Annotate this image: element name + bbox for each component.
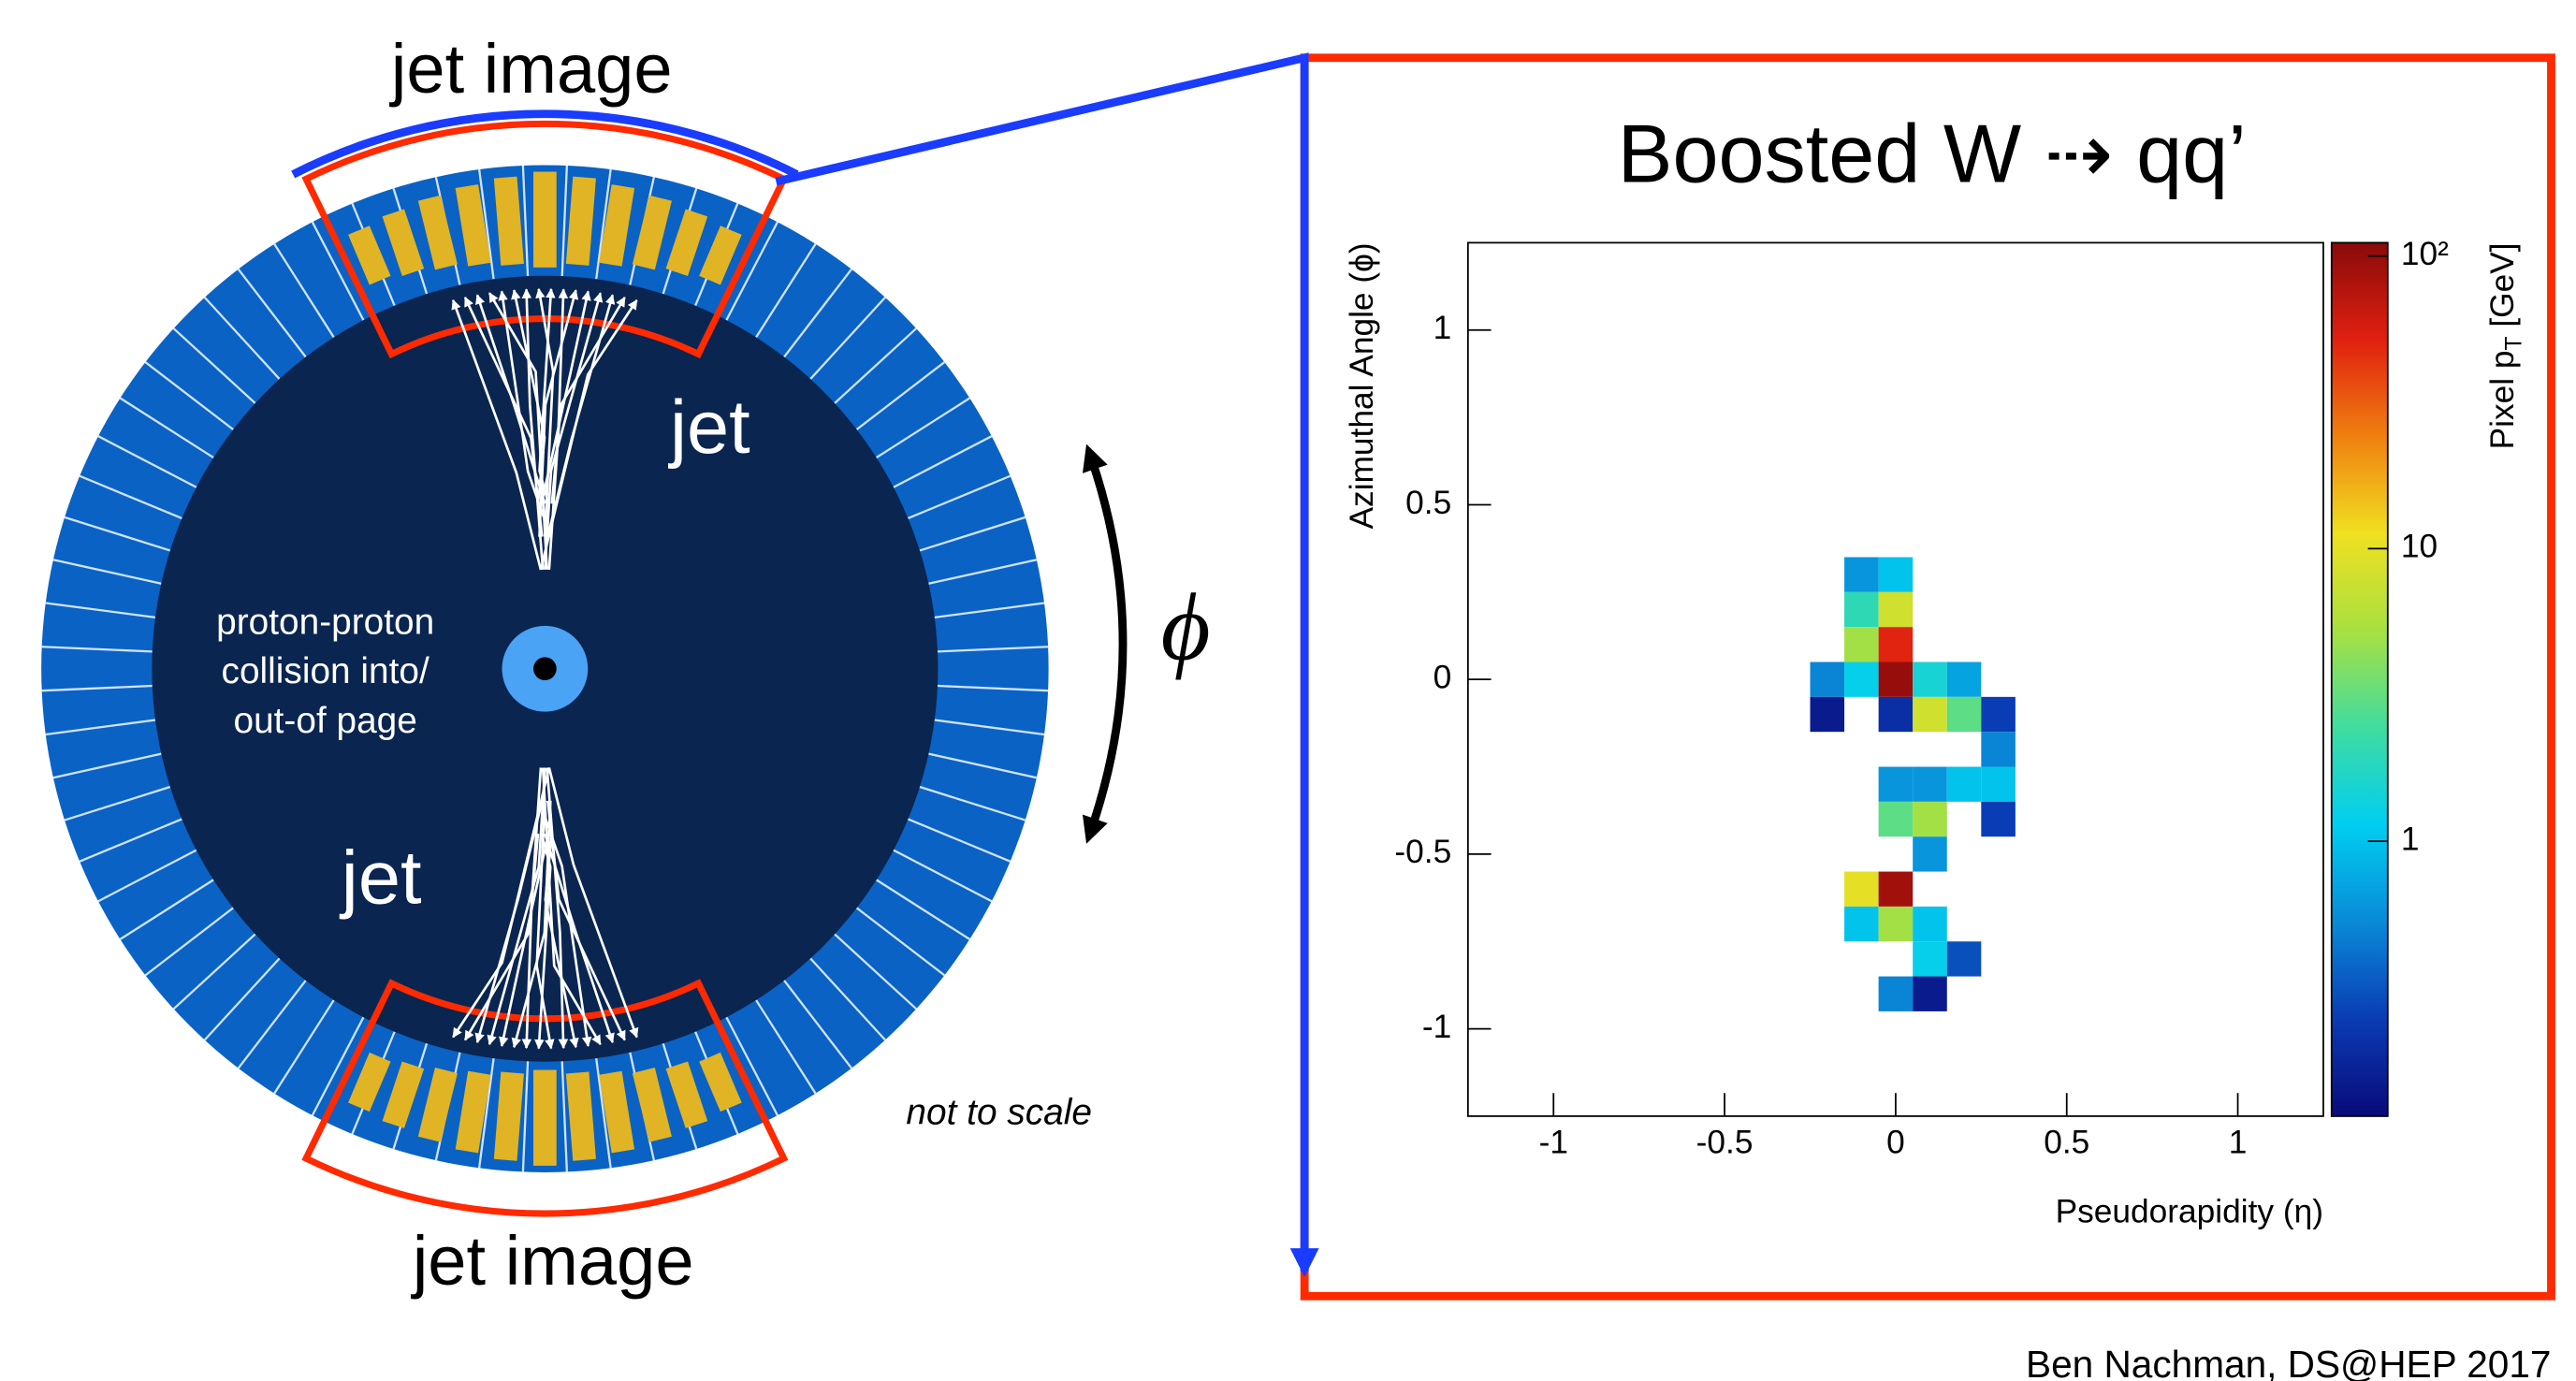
phi-symbol: ϕ (1161, 575, 1211, 681)
heatmap-cell (1947, 767, 1982, 802)
heatmap-cell (1913, 836, 1947, 871)
heatmap-cell (1913, 941, 1947, 976)
collision-text: out-of page (233, 701, 416, 741)
x-axis-title: Pseudorapidity (η) (2056, 1193, 2323, 1229)
y-tick-label: -1 (1422, 1009, 1451, 1045)
scale-note: not to scale (906, 1092, 1092, 1132)
heatmap-cell (1844, 907, 1879, 941)
x-tick-label: 0 (1886, 1124, 1905, 1160)
heatmap: -1 -0.5 0 0.5 1 1 0.5 0 -0.5 -1 Pseudorapidity (η)… (1344, 236, 2526, 1229)
energy-deposit (533, 1070, 557, 1166)
heatmap-cell (1947, 697, 1982, 732)
heatmap-cell (1879, 627, 1914, 661)
heatmap-cell (1981, 802, 2016, 836)
x-tick-label: 1 (2229, 1124, 2248, 1160)
heatmap-cell (1913, 907, 1947, 941)
energy-bar (533, 1070, 557, 1166)
y-tick-label: 1 (1434, 310, 1452, 346)
energy-bar (533, 172, 557, 268)
heatmap-cell (1879, 977, 1914, 1011)
y-tick-label: -0.5 (1394, 834, 1451, 870)
colorbar-title-part: [GeV] (2484, 242, 2521, 336)
y-tick-label: 0.5 (1405, 485, 1451, 521)
heatmap-cell (1981, 732, 2016, 766)
heatmap-cell (1913, 767, 1947, 802)
colorbar-tick-label: 1 (2401, 821, 2420, 857)
colorbar-title: Pixel pT [GeV] (2484, 242, 2526, 449)
chart-title: Boosted W ⇢ qq’ (1618, 107, 2247, 199)
heatmap-cell (1844, 557, 1879, 591)
x-tick-label: -1 (1539, 1124, 1568, 1160)
jet-label: jet (668, 385, 750, 470)
heatmap-cell (1879, 802, 1914, 836)
heatmap-cell (1810, 697, 1844, 732)
heatmap-cell (1810, 662, 1844, 697)
heatmap-cell (1947, 662, 1982, 697)
heatmap-cell (1981, 767, 2016, 802)
heatmap-cell (1844, 627, 1879, 661)
colorbar-title-part: Pixel p (2484, 351, 2521, 450)
heatmap-cell (1844, 662, 1879, 697)
heatmap-cell (1879, 697, 1914, 732)
figure: jet image jet image jet jet proton-proto… (0, 0, 2576, 1381)
heatmap-cell (1981, 697, 2016, 732)
heatmap-cell (1913, 977, 1947, 1011)
collision-point (533, 657, 557, 680)
page: { "diagram": { "top_label": "jet image",… (0, 0, 2576, 1381)
heatmap-cell (1879, 557, 1914, 591)
energy-deposit (533, 172, 557, 268)
heatmap-cell (1879, 662, 1914, 697)
y-tick-label: 0 (1434, 660, 1452, 696)
colorbar-tick-label: 10² (2401, 236, 2449, 272)
x-tick-label: -0.5 (1696, 1124, 1754, 1160)
heatmap-cell (1879, 872, 1914, 907)
heatmap-cell (1913, 662, 1947, 697)
x-tick-label: 0.5 (2044, 1124, 2089, 1160)
jet-label: jet (340, 836, 422, 921)
detector (41, 114, 1048, 1214)
heatmap-cell (1879, 907, 1914, 941)
collision-text: proton-proton (216, 602, 434, 642)
y-axis-title: Azimuthal Angle (ϕ) (1344, 242, 1380, 529)
heatmap-cell (1947, 941, 1982, 976)
colorbar-title-part: T (2501, 336, 2526, 350)
collision-text: collision into/ (222, 651, 429, 691)
heatmap-cell (1844, 872, 1879, 907)
heatmap-cell (1879, 767, 1914, 802)
heatmap-cell (1879, 592, 1914, 627)
jet-image-label: jet image (389, 30, 673, 108)
colorbar (2332, 242, 2388, 1116)
jet-image-label: jet image (411, 1222, 694, 1300)
heatmap-cell (1913, 802, 1947, 836)
heatmap-cell (1844, 592, 1879, 627)
heatmap-cell (1913, 697, 1947, 732)
colorbar-tick-label: 10 (2401, 529, 2438, 565)
footer: Ben Nachman, DS@HEP 2017 (2026, 1343, 2552, 1381)
phi-arrow (1090, 454, 1123, 834)
